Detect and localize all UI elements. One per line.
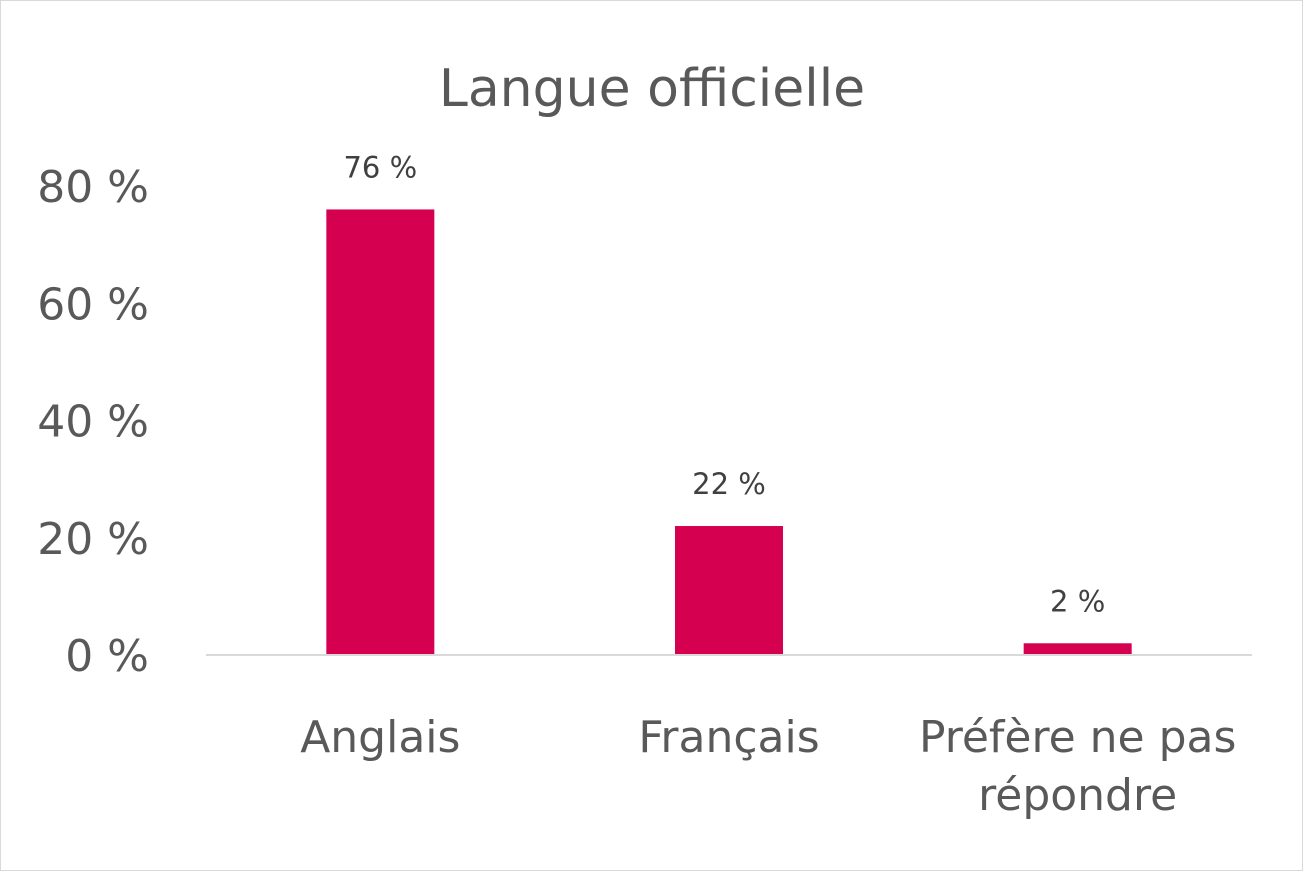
x-tick-label: Préfère ne pas répondre bbox=[919, 712, 1236, 821]
y-axis-ticks: 0 % 20 % 40 % 60 % 80 % bbox=[37, 162, 149, 682]
x-axis-ticks: Anglais Français Préfère ne pas répondre bbox=[300, 712, 1236, 821]
x-tick-label-line: répondre bbox=[978, 770, 1177, 821]
data-label: 76 % bbox=[343, 150, 417, 184]
bars bbox=[326, 209, 1132, 655]
chart-title: Langue officielle bbox=[439, 59, 865, 119]
data-label: 2 % bbox=[1050, 584, 1105, 618]
y-tick-label: 60 % bbox=[37, 279, 149, 330]
x-tick-label: Anglais bbox=[300, 712, 460, 763]
bar bbox=[1023, 643, 1132, 655]
x-tick-label-line: Préfère ne pas bbox=[919, 712, 1236, 763]
bar bbox=[326, 209, 435, 655]
x-tick-label: Français bbox=[638, 712, 819, 763]
data-labels: 76 % 22 % 2 % bbox=[343, 150, 1105, 618]
y-tick-label: 0 % bbox=[65, 631, 149, 682]
data-label: 22 % bbox=[692, 467, 766, 501]
x-tick-label-line: Anglais bbox=[300, 712, 460, 763]
bar bbox=[675, 526, 783, 655]
x-tick-label-line: Français bbox=[638, 712, 819, 763]
y-tick-label: 40 % bbox=[37, 397, 149, 448]
y-tick-label: 20 % bbox=[37, 514, 149, 565]
y-tick-label: 80 % bbox=[37, 162, 149, 213]
